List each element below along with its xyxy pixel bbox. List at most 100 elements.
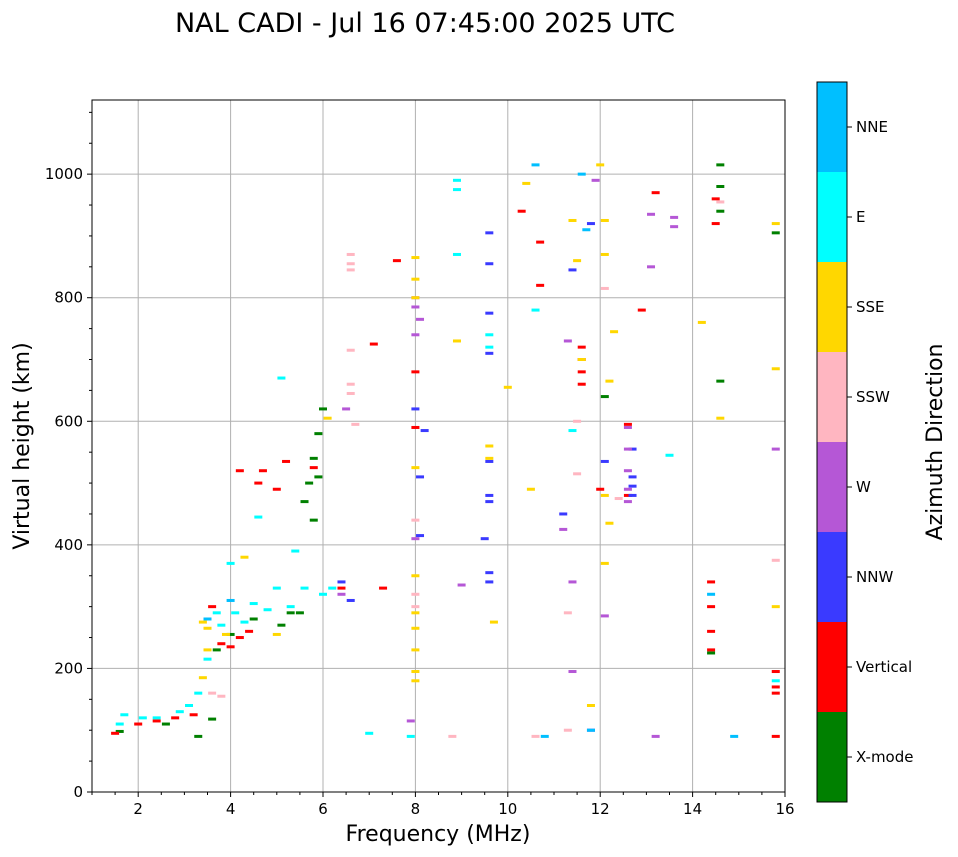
data-point-w: [411, 537, 420, 541]
data-point-w: [623, 487, 632, 491]
data-point-x-mode: [115, 729, 124, 733]
data-point-x-mode: [309, 518, 318, 522]
data-point-w: [411, 305, 420, 309]
data-point-e: [452, 178, 461, 182]
data-point-vertical: [309, 466, 318, 470]
data-point-e: [485, 333, 494, 337]
data-point-vertical: [651, 191, 660, 195]
data-point-x-mode: [716, 209, 725, 213]
plot-frame: [91, 99, 786, 793]
data-point-sse: [600, 218, 609, 222]
data-point-sse: [198, 676, 207, 680]
x-axis-label: Frequency (MHz): [346, 822, 531, 847]
data-point-vertical: [152, 719, 161, 723]
data-point-x-mode: [716, 379, 725, 383]
data-point-e: [531, 308, 540, 312]
y-tick-label: 400: [54, 536, 83, 554]
data-point-ssw: [346, 382, 355, 386]
data-point-w: [647, 265, 656, 269]
data-point-e: [365, 731, 374, 735]
data-point-ssw: [411, 592, 420, 596]
data-point-w: [337, 592, 346, 596]
colorbar-segment: [817, 532, 847, 622]
data-point-e: [406, 734, 415, 738]
data-point-vertical: [711, 197, 720, 201]
data-point-x-mode: [716, 163, 725, 167]
data-point-ssw: [600, 286, 609, 290]
data-point-vertical: [771, 734, 780, 738]
data-point-nne: [707, 592, 716, 596]
data-point-sse: [411, 574, 420, 578]
colorbar-segment: [817, 262, 847, 352]
data-point-sse: [605, 521, 614, 525]
y-tick-label: 600: [54, 412, 83, 430]
data-point-nnw: [480, 537, 489, 541]
data-point-e: [212, 611, 221, 615]
data-point-w: [623, 425, 632, 429]
grid: [92, 100, 786, 793]
data-point-vertical: [771, 685, 780, 689]
data-point-x-mode: [212, 648, 221, 652]
data-point-nnw: [420, 429, 429, 433]
data-point-ssw: [217, 694, 226, 698]
colorbar-frame: [816, 81, 848, 803]
data-point-sse: [411, 296, 420, 300]
data-point-x-mode: [771, 231, 780, 235]
data-point-e: [217, 623, 226, 627]
data-point-sse: [577, 358, 586, 361]
y-tick-label: 800: [54, 289, 83, 307]
colorbar-tick-label: Vertical: [856, 658, 912, 676]
data-point-nnw: [600, 459, 609, 463]
data-point-vertical: [577, 345, 586, 349]
data-point-sse: [411, 466, 420, 470]
data-point-e: [568, 429, 577, 433]
data-point-sse: [522, 181, 531, 185]
data-point-sse: [697, 320, 706, 324]
data-point-vertical: [134, 722, 143, 726]
data-point-vertical: [536, 283, 545, 287]
data-point-w: [591, 178, 600, 182]
data-point-w: [647, 212, 656, 216]
data-point-nnw: [628, 475, 637, 479]
colorbar-segment: [817, 172, 847, 262]
data-point-nnw: [485, 500, 494, 504]
data-point-sse: [203, 626, 212, 630]
data-point-w: [623, 469, 632, 473]
data-point-nnw: [337, 580, 346, 584]
data-point-vertical: [258, 469, 267, 473]
data-point-w: [670, 215, 679, 219]
data-point-nnw: [485, 262, 494, 266]
data-point-w: [651, 734, 660, 738]
data-point-e: [231, 611, 240, 615]
data-point-e: [203, 657, 212, 661]
data-point-nnw: [485, 571, 494, 575]
data-point-nnw: [485, 351, 494, 355]
data-point-ssw: [573, 419, 582, 423]
data-point-sse: [573, 259, 582, 263]
data-point-ssw: [716, 200, 725, 204]
data-point-nnw: [485, 311, 494, 315]
data-point-w: [568, 670, 577, 674]
data-point-sse: [485, 456, 494, 460]
data-point-x-mode: [319, 407, 327, 411]
data-point-sse: [452, 339, 461, 343]
data-point-vertical: [517, 209, 526, 213]
data-point-sse: [198, 620, 207, 624]
data-point-sse: [600, 561, 609, 565]
data-point-e: [249, 602, 258, 606]
colorbar-tick-label: NNE: [856, 118, 888, 136]
data-point-vertical: [707, 605, 716, 609]
x-tick-label: 6: [318, 800, 328, 818]
data-point-e: [263, 608, 272, 612]
data-point-ssw: [563, 611, 572, 615]
data-point-nne: [730, 734, 739, 738]
data-point-x-mode: [226, 632, 235, 636]
data-point-x-mode: [249, 617, 258, 621]
data-point-nnw: [485, 580, 494, 584]
data-point-sse: [411, 611, 420, 615]
data-point-vertical: [189, 713, 198, 717]
data-point-vertical: [411, 370, 420, 374]
colorbar-label: Azimuth Direction: [923, 343, 948, 540]
data-point-sse: [586, 704, 595, 707]
data-point-vertical: [208, 605, 217, 609]
